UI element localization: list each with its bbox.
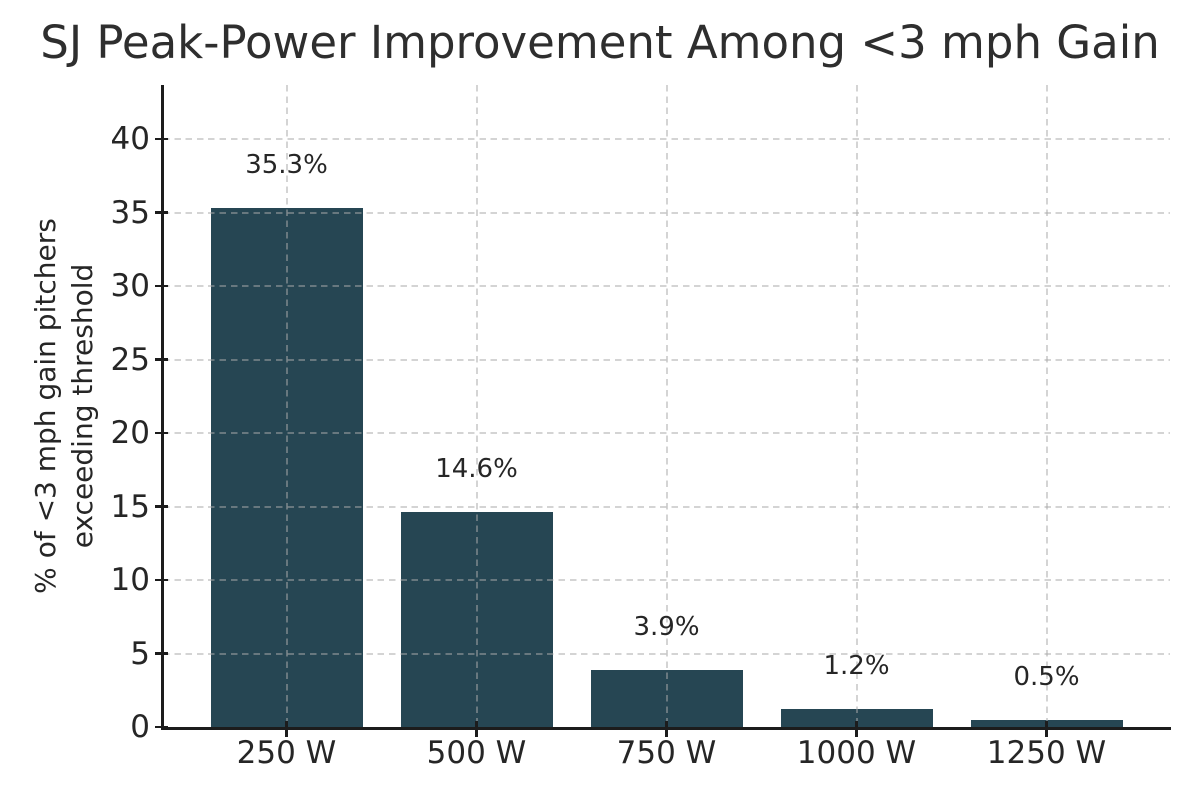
y-tick-20 — [155, 431, 168, 435]
gridline-horizontal-10 — [163, 579, 1170, 581]
y-tick-label-0: 0 — [130, 709, 150, 745]
x-tick-750-w — [665, 721, 668, 737]
bar-value-label-500-w: 14.6% — [435, 454, 518, 485]
gridline-horizontal-25 — [163, 358, 1170, 361]
gridline-horizontal-40 — [163, 138, 1170, 140]
x-tick-label-1000-w: 1000 W — [796, 735, 917, 771]
y-tick-label-40: 40 — [110, 121, 150, 157]
bar-value-label-1250-w: 0.5% — [1013, 661, 1080, 692]
x-tick-500-w — [475, 721, 478, 737]
gridline-horizontal-15 — [163, 505, 1170, 508]
y-tick-10 — [155, 578, 168, 582]
gridline-vertical-750-w — [665, 85, 668, 727]
y-tick-25 — [155, 358, 168, 361]
bar-value-label-750-w: 3.9% — [633, 611, 700, 642]
bar-value-label-1000-w: 1.2% — [823, 651, 890, 682]
y-tick-label-20: 20 — [110, 415, 150, 451]
y-tick-40 — [155, 137, 168, 141]
x-tick-label-500-w: 500 W — [426, 735, 527, 771]
gridline-vertical-1250-w — [1045, 85, 1048, 727]
gridline-horizontal-5 — [163, 652, 1170, 655]
gridline-horizontal-20 — [163, 432, 1170, 434]
y-tick-35 — [155, 211, 168, 214]
gridlines-layer — [163, 85, 1170, 727]
gridline-vertical-1000-w — [855, 85, 858, 727]
y-tick-label-15: 15 — [110, 488, 150, 525]
x-tick-1000-w — [855, 721, 858, 737]
bar-value-labels-layer: 35.3% 14.6% 3.9% 1.2% 0.5% — [163, 85, 1170, 727]
x-tick-label-250-w: 250 W — [236, 735, 337, 771]
x-tick-label-1250-w: 1250 W — [986, 735, 1107, 771]
y-tick-label-25: 25 — [110, 341, 150, 378]
bar-value-label-250-w: 35.3% — [245, 150, 328, 181]
plot-area: 35.3% 14.6% 3.9% 1.2% 0.5% — [163, 85, 1170, 727]
x-tick-250-w — [285, 721, 288, 737]
y-tick-30 — [155, 284, 168, 288]
y-tick-5 — [155, 652, 168, 655]
y-tick-15 — [155, 505, 168, 508]
y-tick-0 — [155, 725, 168, 729]
chart-title: SJ Peak-Power Improvement Among <3 mph G… — [40, 16, 1160, 69]
y-tick-label-10: 10 — [110, 562, 150, 598]
y-axis-spine — [161, 85, 164, 730]
y-tick-label-35: 35 — [110, 194, 150, 231]
y-tick-label-5: 5 — [130, 635, 150, 672]
gridline-horizontal-35 — [163, 211, 1170, 214]
x-tick-label-750-w: 750 W — [616, 735, 717, 771]
x-tick-1250-w — [1045, 721, 1048, 737]
y-tick-label-30: 30 — [110, 268, 150, 304]
gridline-vertical-500-w — [475, 85, 478, 727]
gridline-vertical-250-w — [285, 85, 288, 727]
gridline-horizontal-30 — [163, 285, 1170, 287]
